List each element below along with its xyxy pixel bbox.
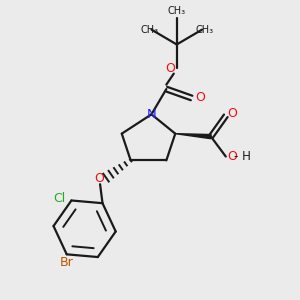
Polygon shape (175, 134, 211, 139)
Text: Br: Br (60, 256, 74, 269)
Text: CH₃: CH₃ (140, 25, 158, 34)
Text: CH₃: CH₃ (168, 6, 186, 16)
Text: O: O (227, 150, 237, 163)
Text: O: O (227, 107, 237, 120)
Text: O: O (94, 172, 104, 185)
Text: CH₃: CH₃ (195, 25, 214, 34)
Text: - H: - H (234, 150, 250, 163)
Text: O: O (165, 62, 175, 75)
Text: Cl: Cl (53, 192, 65, 205)
Text: O: O (195, 92, 205, 104)
Text: N: N (147, 108, 156, 121)
